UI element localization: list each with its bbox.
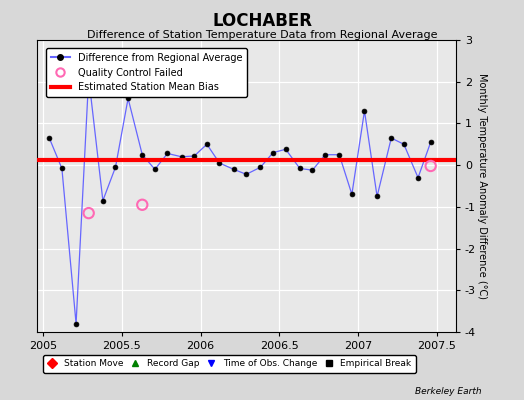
Difference from Regional Average [297,166,303,171]
Quality Control Failed [84,210,93,216]
Line: Difference from Regional Average: Difference from Regional Average [47,75,433,326]
Difference from Regional Average [139,152,146,157]
Text: LOCHABER: LOCHABER [212,12,312,30]
Difference from Regional Average [270,150,276,155]
Difference from Regional Average [191,154,198,158]
Difference from Regional Average [336,152,342,157]
Difference from Regional Average [112,165,118,170]
Difference from Regional Average [309,168,315,172]
Difference from Regional Average [243,172,249,177]
Difference from Regional Average [388,136,395,140]
Difference from Regional Average [73,321,79,326]
Quality Control Failed [427,163,435,169]
Difference from Regional Average [349,192,355,197]
Y-axis label: Monthly Temperature Anomaly Difference (°C): Monthly Temperature Anomaly Difference (… [477,73,487,299]
Difference from Regional Average [362,108,368,113]
Difference from Regional Average [401,142,407,147]
Difference from Regional Average [231,167,237,172]
Difference from Regional Average [85,75,92,80]
Difference from Regional Average [257,165,264,170]
Difference from Regional Average [125,96,131,101]
Difference from Regional Average [46,136,52,140]
Difference from Regional Average [322,152,328,157]
Difference from Regional Average [374,194,380,199]
Text: Berkeley Earth: Berkeley Earth [416,387,482,396]
Quality Control Failed [138,202,147,208]
Difference from Regional Average [428,140,434,144]
Text: Difference of Station Temperature Data from Regional Average: Difference of Station Temperature Data f… [87,30,437,40]
Difference from Regional Average [59,166,65,171]
Difference from Regional Average [415,175,421,180]
Difference from Regional Average [100,198,106,203]
Difference from Regional Average [282,147,289,152]
Difference from Regional Average [204,142,210,147]
Difference from Regional Average [152,167,158,172]
Difference from Regional Average [179,154,185,159]
Legend: Station Move, Record Gap, Time of Obs. Change, Empirical Break: Station Move, Record Gap, Time of Obs. C… [43,355,416,373]
Difference from Regional Average [165,151,171,156]
Difference from Regional Average [216,161,223,166]
